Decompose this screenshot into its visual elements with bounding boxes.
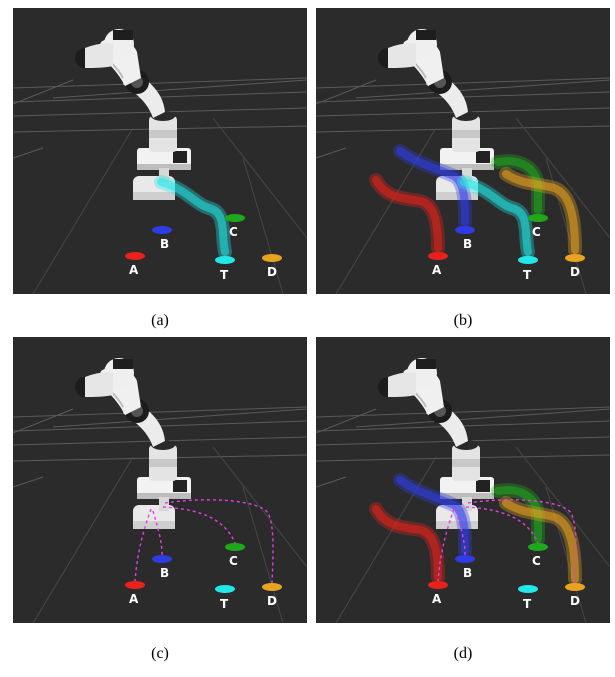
target-label-d: D	[267, 265, 277, 279]
target-marker-t	[518, 585, 538, 593]
target-marker-d	[262, 583, 282, 591]
target-label-t: T	[523, 268, 532, 282]
scene-c: A B C T D	[13, 337, 307, 623]
scene-b: A B C T D	[316, 8, 610, 294]
target-marker-c	[225, 543, 245, 551]
target-marker-c	[528, 543, 548, 551]
target-marker-a	[428, 252, 448, 260]
target-label-d: D	[570, 594, 580, 608]
target-marker-t	[215, 585, 235, 593]
target-marker-b	[152, 226, 172, 234]
target-label-b: B	[160, 566, 169, 580]
target-label-b: B	[463, 237, 472, 251]
dashed-path-b	[152, 510, 163, 556]
target-label-a: A	[129, 592, 139, 606]
target-marker-c	[225, 214, 245, 222]
target-marker-d	[565, 254, 585, 262]
panel-c: A B C T D	[13, 337, 307, 623]
target-label-a: A	[432, 263, 442, 277]
target-label-c: C	[532, 554, 541, 568]
trajectory-t	[457, 175, 535, 259]
target-label-c: C	[532, 225, 541, 239]
target-label-t: T	[220, 268, 229, 282]
target-label-t: T	[523, 597, 532, 611]
target-label-b: B	[160, 237, 169, 251]
trajectory-a	[369, 173, 445, 255]
target-marker-t	[215, 256, 235, 264]
target-label-t: T	[220, 597, 229, 611]
target-marker-c	[528, 214, 548, 222]
target-marker-b	[152, 555, 172, 563]
caption-d: (d)	[453, 645, 473, 662]
panel-a: A B C T D	[13, 8, 307, 294]
dashed-path-d	[467, 499, 577, 584]
trajectory-d	[499, 167, 582, 257]
target-label-c: C	[229, 554, 238, 568]
dashed-path-d	[164, 499, 274, 584]
target-label-d: D	[570, 265, 580, 279]
target-label-a: A	[432, 592, 442, 606]
target-marker-b	[455, 555, 475, 563]
scene-d: A B C T D	[316, 337, 610, 623]
trajectory-t	[154, 175, 232, 259]
dashed-path-a	[437, 508, 455, 582]
target-label-d: D	[267, 594, 277, 608]
trajectory-b	[393, 473, 473, 558]
trajectory-d	[499, 496, 582, 586]
trajectory-a	[369, 502, 445, 584]
target-marker-b	[455, 226, 475, 234]
dashed-path-a	[134, 508, 152, 582]
target-marker-a	[428, 581, 448, 589]
caption-b: (b)	[453, 312, 473, 329]
panel-b: A B C T D	[316, 8, 610, 294]
dashed-path-c	[465, 506, 539, 544]
scene-a: A B C T D	[13, 8, 307, 294]
dashed-path-b	[455, 510, 466, 556]
robot-arm	[75, 358, 191, 529]
dashed-path-c	[162, 506, 236, 544]
target-label-b: B	[463, 566, 472, 580]
target-marker-d	[565, 583, 585, 591]
target-marker-d	[262, 254, 282, 262]
caption-c: (c)	[151, 645, 169, 662]
target-marker-a	[125, 252, 145, 260]
trajectory-b	[393, 144, 473, 229]
target-marker-t	[518, 256, 538, 264]
caption-a: (a)	[151, 312, 169, 329]
panel-d: A B C T D	[316, 337, 610, 623]
robot-arm	[378, 358, 494, 529]
target-label-c: C	[229, 225, 238, 239]
target-label-a: A	[129, 263, 139, 277]
target-marker-a	[125, 581, 145, 589]
